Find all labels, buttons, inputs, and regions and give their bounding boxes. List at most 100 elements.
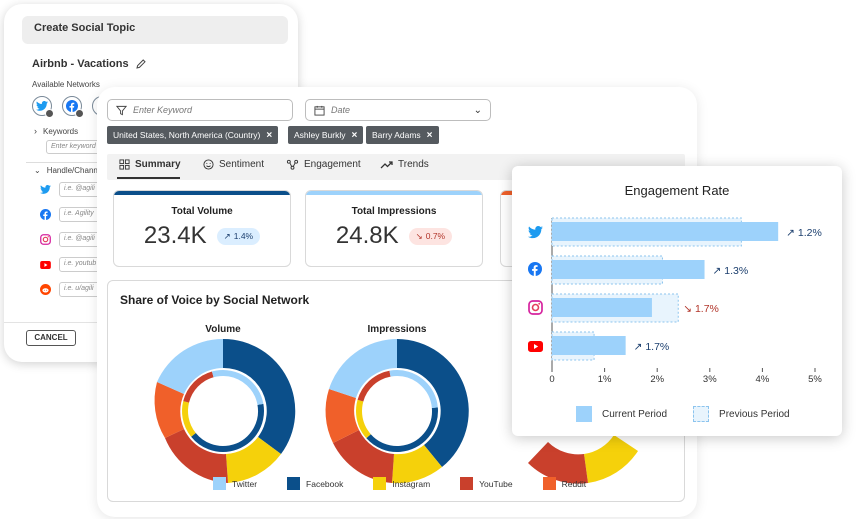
instagram-icon	[40, 234, 51, 245]
x-tick-label: 2%	[650, 374, 664, 385]
change-badge: ↗ 1.4%	[216, 227, 261, 245]
smile-icon	[203, 159, 214, 170]
donut-charts	[154, 338, 638, 484]
chevron-down-icon: ⌄	[34, 166, 41, 175]
change-value: 1.4%	[233, 231, 254, 241]
filter-chip-author: Barry Adams ×	[366, 126, 439, 144]
handle-row-twitter: i.e. @agili	[40, 182, 101, 197]
filter-icon	[116, 105, 127, 115]
chip-label: Ashley Burkly	[294, 130, 346, 140]
legend-swatch	[576, 406, 592, 422]
stat-card-total-impressions: Total Impressions 24.8K ↘ 0.7%	[305, 190, 483, 267]
close-icon[interactable]: ×	[266, 129, 273, 141]
x-tick-label: 3%	[703, 374, 717, 385]
youtube-icon	[528, 341, 543, 352]
tab-label: Engagement	[304, 159, 361, 170]
youtube-handle-input[interactable]: i.e. youtub	[59, 257, 101, 272]
close-icon[interactable]: ×	[426, 129, 433, 141]
bar-value-label: ↗ 1.3%	[713, 265, 749, 277]
donut-slice-reddit	[325, 389, 359, 443]
change-badge: ↘ 0.7%	[408, 227, 453, 245]
donut-slice-facebook	[223, 338, 296, 454]
legend-swatch	[693, 406, 710, 422]
stat-accent-bar	[114, 191, 290, 195]
filter-chip-location: United States, North America (Country) ×	[107, 126, 279, 144]
keywords-toggle[interactable]: › Keywords	[34, 126, 78, 136]
bar-current-facebook	[552, 260, 705, 279]
bar-value-label: ↗ 1.2%	[786, 227, 822, 239]
youtube-icon	[40, 260, 51, 269]
twitter-icon	[40, 185, 51, 194]
card-title: Share of Voice by Social Network	[120, 293, 310, 307]
tab-trends[interactable]: Trends	[380, 159, 429, 170]
share-icon	[286, 159, 299, 170]
legend-item-twitter: Twitter	[213, 477, 257, 490]
tab-label: Sentiment	[219, 159, 265, 170]
legend-swatch	[460, 477, 474, 490]
facebook-handle-input[interactable]: i.e. Agility	[59, 207, 101, 222]
handle-channel-toggle[interactable]: ⌄ Handle/Channel	[34, 166, 104, 175]
legend-swatch	[542, 477, 556, 490]
grid-icon	[119, 159, 130, 170]
tab-label: Summary	[135, 159, 181, 170]
check-icon	[45, 109, 54, 118]
volume-donut	[154, 338, 296, 483]
donut-slice-instagram	[392, 445, 442, 484]
chevron-down-icon: ⌄	[473, 104, 482, 116]
sov-legend: Twitter Facebook Instagram YouTube Reddi…	[213, 477, 616, 490]
legend-label: Twitter	[232, 478, 258, 489]
x-tick-label: 5%	[808, 374, 822, 385]
donut-slice-instagram	[226, 437, 281, 483]
stat-card-total-volume: Total Volume 23.4K ↗ 1.4%	[113, 190, 291, 267]
date-select[interactable]: Date ⌄	[305, 99, 491, 121]
donut-label-impressions: Impressions	[367, 324, 427, 335]
twitter-handle-input[interactable]: i.e. @agili	[59, 182, 101, 197]
x-tick-label: 4%	[756, 374, 770, 385]
twitter-icon	[528, 226, 543, 239]
legend-item-reddit: Reddit	[542, 477, 586, 490]
handle-row-reddit: i.e. u/agili	[40, 282, 101, 297]
donut-label-volume: Volume	[205, 324, 241, 335]
facebook-network-toggle[interactable]	[62, 96, 84, 118]
reddit-handle-input[interactable]: i.e. u/agili	[59, 282, 101, 297]
handle-row-facebook: i.e. Agility	[40, 207, 101, 222]
legend-item-current: Current Period	[576, 406, 667, 422]
donut-slice-twitter	[329, 339, 397, 398]
filter-chip-author: Ashley Burkly ×	[288, 126, 364, 144]
stat-accent-bar	[306, 191, 482, 195]
bar-value-label: ↘ 1.7%	[683, 303, 719, 315]
facebook-icon	[528, 262, 542, 276]
close-icon[interactable]: ×	[351, 129, 358, 141]
chart-title: Engagement Rate	[624, 183, 730, 198]
facebook-icon	[40, 209, 51, 220]
legend-label: YouTube	[479, 478, 513, 489]
trend-icon	[380, 160, 393, 168]
tab-sentiment[interactable]: Sentiment	[203, 159, 264, 170]
twitter-network-toggle[interactable]	[32, 96, 54, 118]
stat-value: 24.8K	[335, 222, 399, 249]
legend-label: Current Period	[602, 408, 668, 420]
legend-swatch	[373, 477, 387, 490]
change-value: 0.7%	[425, 231, 446, 241]
keywords-label: Keywords	[43, 126, 79, 136]
cancel-button[interactable]: CANCEL	[26, 330, 76, 346]
facebook-icon	[66, 100, 78, 112]
handle-channel-label: Handle/Channel	[46, 166, 105, 175]
legend-item-instagram: Instagram	[373, 477, 430, 490]
bar-current-youtube	[552, 336, 626, 355]
keyword-filter-input[interactable]: Enter Keyword	[107, 99, 293, 121]
active-tab-indicator	[117, 177, 180, 179]
stat-title: Total Volume	[171, 206, 233, 217]
donut-slice-facebook	[397, 339, 469, 467]
chip-label: United States, North America (Country)	[113, 130, 261, 140]
instagram-handle-input[interactable]: i.e. @agili	[59, 232, 101, 247]
legend-swatch	[287, 477, 301, 490]
bar-current-instagram	[552, 298, 652, 317]
tab-engagement[interactable]: Engagement	[286, 159, 361, 170]
pencil-icon[interactable]	[135, 58, 147, 70]
tab-summary[interactable]: Summary	[119, 159, 181, 170]
impressions-donut	[325, 339, 469, 484]
topic-name: Airbnb - Vacations	[32, 58, 147, 70]
stat-value: 23.4K	[143, 222, 207, 249]
donut-slice-youtube	[333, 430, 394, 483]
